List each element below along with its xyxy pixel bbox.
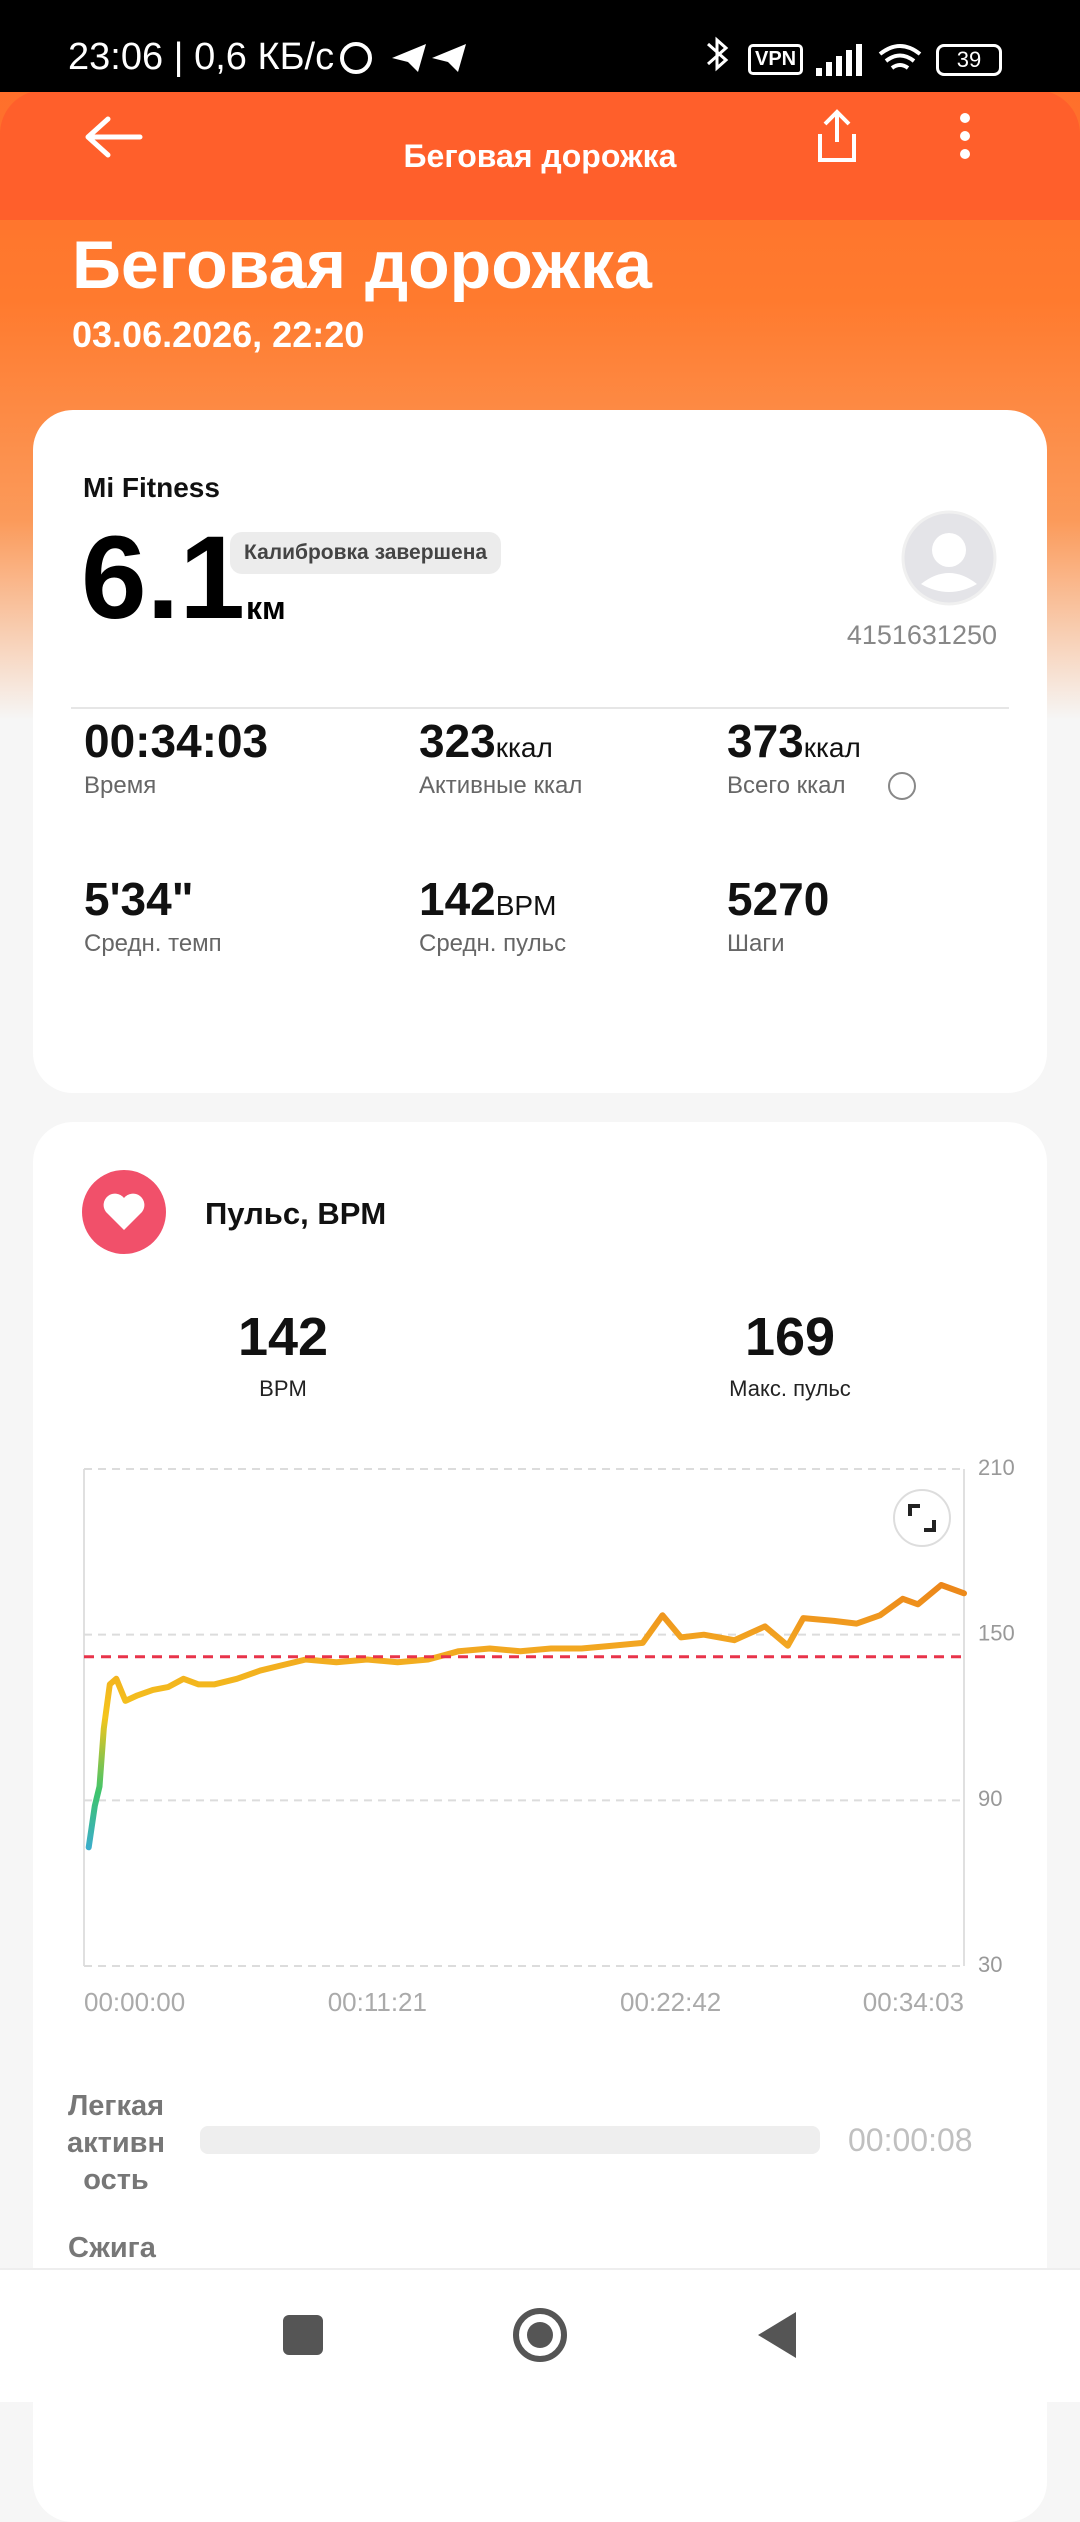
x-tick-label: 00:11:21 bbox=[328, 1987, 427, 2017]
stat-number: 00:34:03 bbox=[84, 715, 269, 767]
zone-value: 00:00:08 bbox=[848, 2122, 973, 2158]
expand-glyph bbox=[908, 1504, 936, 1532]
zone-bar bbox=[200, 2126, 820, 2154]
stat-label: Шаги bbox=[727, 930, 785, 957]
stat-value: 5'34" bbox=[84, 872, 194, 926]
nav-bar bbox=[0, 2268, 1080, 2402]
status-time: 23:06 | 0,6 КБ/с bbox=[68, 36, 335, 78]
stat-label: Активные ккал bbox=[419, 772, 583, 799]
stat-label: Средн. пульс bbox=[419, 930, 567, 957]
y-tick-label: 210 bbox=[978, 1455, 1015, 1480]
distance-unit: км bbox=[246, 590, 286, 626]
summary-card: Mi Fitness 6.1 км Калибровка завершена 4… bbox=[33, 410, 1047, 1093]
info-icon[interactable] bbox=[888, 772, 916, 800]
stat-label: Всего ккал bbox=[727, 772, 846, 799]
stat-number: 5270 bbox=[727, 873, 830, 925]
stat-value: 5270 bbox=[727, 872, 829, 926]
stat-unit: ккал bbox=[803, 732, 861, 763]
hr-max-value: 169 bbox=[744, 1307, 836, 1367]
stat-number: 5'34" bbox=[84, 873, 194, 925]
nav-icons bbox=[283, 2308, 796, 2362]
source: Mi Fitness bbox=[83, 472, 220, 503]
zone-name: Легкая активность bbox=[66, 2090, 166, 2196]
stat-number: 323 bbox=[419, 715, 496, 767]
zone-name: Сжига bbox=[68, 2232, 156, 2264]
hero-title: Беговая дорожка bbox=[72, 227, 652, 303]
stat-unit: ккал bbox=[495, 732, 553, 763]
heart-icon bbox=[82, 1170, 166, 1254]
stat-value: 00:34:03 bbox=[84, 714, 268, 768]
screen: 23:06 | 0,6 КБ/с VPN 39 Беговая дорожка … bbox=[0, 0, 1080, 2402]
share-button[interactable] bbox=[812, 108, 862, 164]
divider bbox=[71, 707, 1009, 709]
hr-max-label: Макс. пульс bbox=[729, 1376, 851, 1401]
badge: Калибровка завершена bbox=[230, 532, 502, 574]
hr-avg-value: 142 bbox=[237, 1307, 329, 1367]
heart-rate-line bbox=[85, 1582, 967, 1851]
distance: 6.1 bbox=[81, 512, 246, 644]
expand-button[interactable] bbox=[893, 1489, 951, 1547]
back-button[interactable] bbox=[80, 112, 150, 162]
x-tick-label: 00:22:42 bbox=[620, 1987, 721, 2017]
x-tick-label: 00:34:03 bbox=[863, 1987, 964, 2017]
stat-value: 373ккал bbox=[727, 714, 861, 768]
avatar bbox=[901, 510, 997, 606]
stat-label: Средн. темп bbox=[84, 930, 222, 957]
hr-avg-label: BPM bbox=[259, 1376, 307, 1401]
status-icons bbox=[340, 36, 922, 76]
stat-label: Время bbox=[84, 772, 157, 799]
stat-number: 373 bbox=[727, 715, 804, 767]
hero-date: 03.06.2026, 22:20 bbox=[72, 314, 365, 355]
vpn-icon: VPN bbox=[748, 44, 804, 75]
expand-circle bbox=[893, 1489, 951, 1547]
app-bar bbox=[0, 90, 1080, 220]
x-tick-label: 00:00:00 bbox=[84, 1987, 185, 2017]
user-id: 4151631250 bbox=[846, 620, 997, 650]
y-tick-label: 150 bbox=[978, 1620, 1015, 1645]
stat-value: 142BPM bbox=[419, 872, 556, 926]
stat-number: 142 bbox=[419, 873, 496, 925]
app-bar-title: Беговая дорожка bbox=[403, 138, 677, 174]
stat-value: 323ккал bbox=[419, 714, 553, 768]
home-button[interactable] bbox=[513, 2308, 567, 2362]
back-nav-button[interactable] bbox=[758, 2312, 796, 2358]
y-tick-label: 90 bbox=[978, 1786, 1002, 1811]
battery: 39 bbox=[936, 44, 1002, 76]
heart-title: Пульс, BPM bbox=[205, 1196, 387, 1231]
stat-unit: BPM bbox=[495, 890, 557, 921]
heart-chart: 30 90 150 210 00:00:00 00:11:21 00:22:42 00:34:… bbox=[83, 1455, 1015, 2017]
recents-button[interactable] bbox=[283, 2315, 323, 2355]
y-tick-label: 30 bbox=[978, 1952, 1002, 1977]
more-button[interactable] bbox=[950, 108, 980, 168]
status-bar: 23:06 | 0,6 КБ/с VPN 39 bbox=[0, 0, 1080, 92]
home-dot bbox=[527, 2322, 553, 2348]
